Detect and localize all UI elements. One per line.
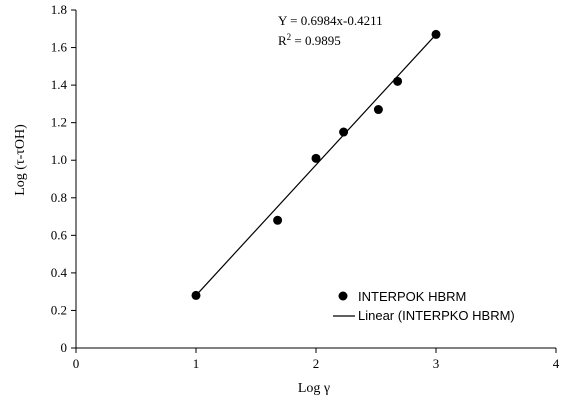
linear-fit-group <box>195 34 437 296</box>
y-tick-label: 0 <box>61 340 68 355</box>
x-tick-label: 1 <box>193 356 200 371</box>
y-axis-ticks: 0 0.2 0.4 0.6 0.8 1.0 1.2 1.4 1.6 1.8 <box>51 2 76 355</box>
data-point <box>431 29 441 39</box>
y-tick-label: 0.2 <box>51 302 67 317</box>
y-tick-label: 1.8 <box>51 2 67 17</box>
y-tick-label: 1.4 <box>51 77 68 92</box>
x-tick-label: 3 <box>433 356 440 371</box>
data-point <box>373 105 383 115</box>
x-axis-title: Log γ <box>298 381 330 396</box>
data-point <box>393 76 403 86</box>
r-squared-prefix: R <box>278 33 287 48</box>
y-tick-label: 0.6 <box>51 227 68 242</box>
r-squared-value: = 0.9895 <box>291 33 341 48</box>
y-tick-label: 0.8 <box>51 190 67 205</box>
legend-marker-dot <box>338 291 348 301</box>
x-tick-label: 0 <box>73 356 80 371</box>
x-axis-ticks: 0 1 2 3 4 <box>73 348 560 371</box>
r-squared-annotation: R2 = 0.9895 <box>278 32 341 48</box>
r-squared-superscript: 2 <box>287 32 292 42</box>
legend-label-scatter: INTERPOK HBRM <box>358 289 466 304</box>
y-axis-title: Log (τ-τOH) <box>13 124 28 196</box>
legend-label-linear: Linear (INTERPKO HBRM) <box>358 308 515 323</box>
equation-annotation: Y = 0.6984x-0.4211 <box>278 13 383 28</box>
x-tick-label: 2 <box>313 356 320 371</box>
data-points <box>191 29 441 300</box>
y-tick-label: 0.4 <box>51 265 68 280</box>
y-tick-label: 1.6 <box>51 40 68 55</box>
data-point <box>311 153 321 163</box>
y-tick-label: 1.0 <box>51 152 67 167</box>
legend: INTERPOK HBRM Linear (INTERPKO HBRM) <box>333 289 515 323</box>
linear-fit-line <box>195 34 437 296</box>
data-point <box>339 127 349 137</box>
data-point <box>191 290 201 300</box>
y-tick-label: 1.2 <box>51 115 67 130</box>
x-tick-label: 4 <box>553 356 560 371</box>
data-point <box>273 215 283 225</box>
